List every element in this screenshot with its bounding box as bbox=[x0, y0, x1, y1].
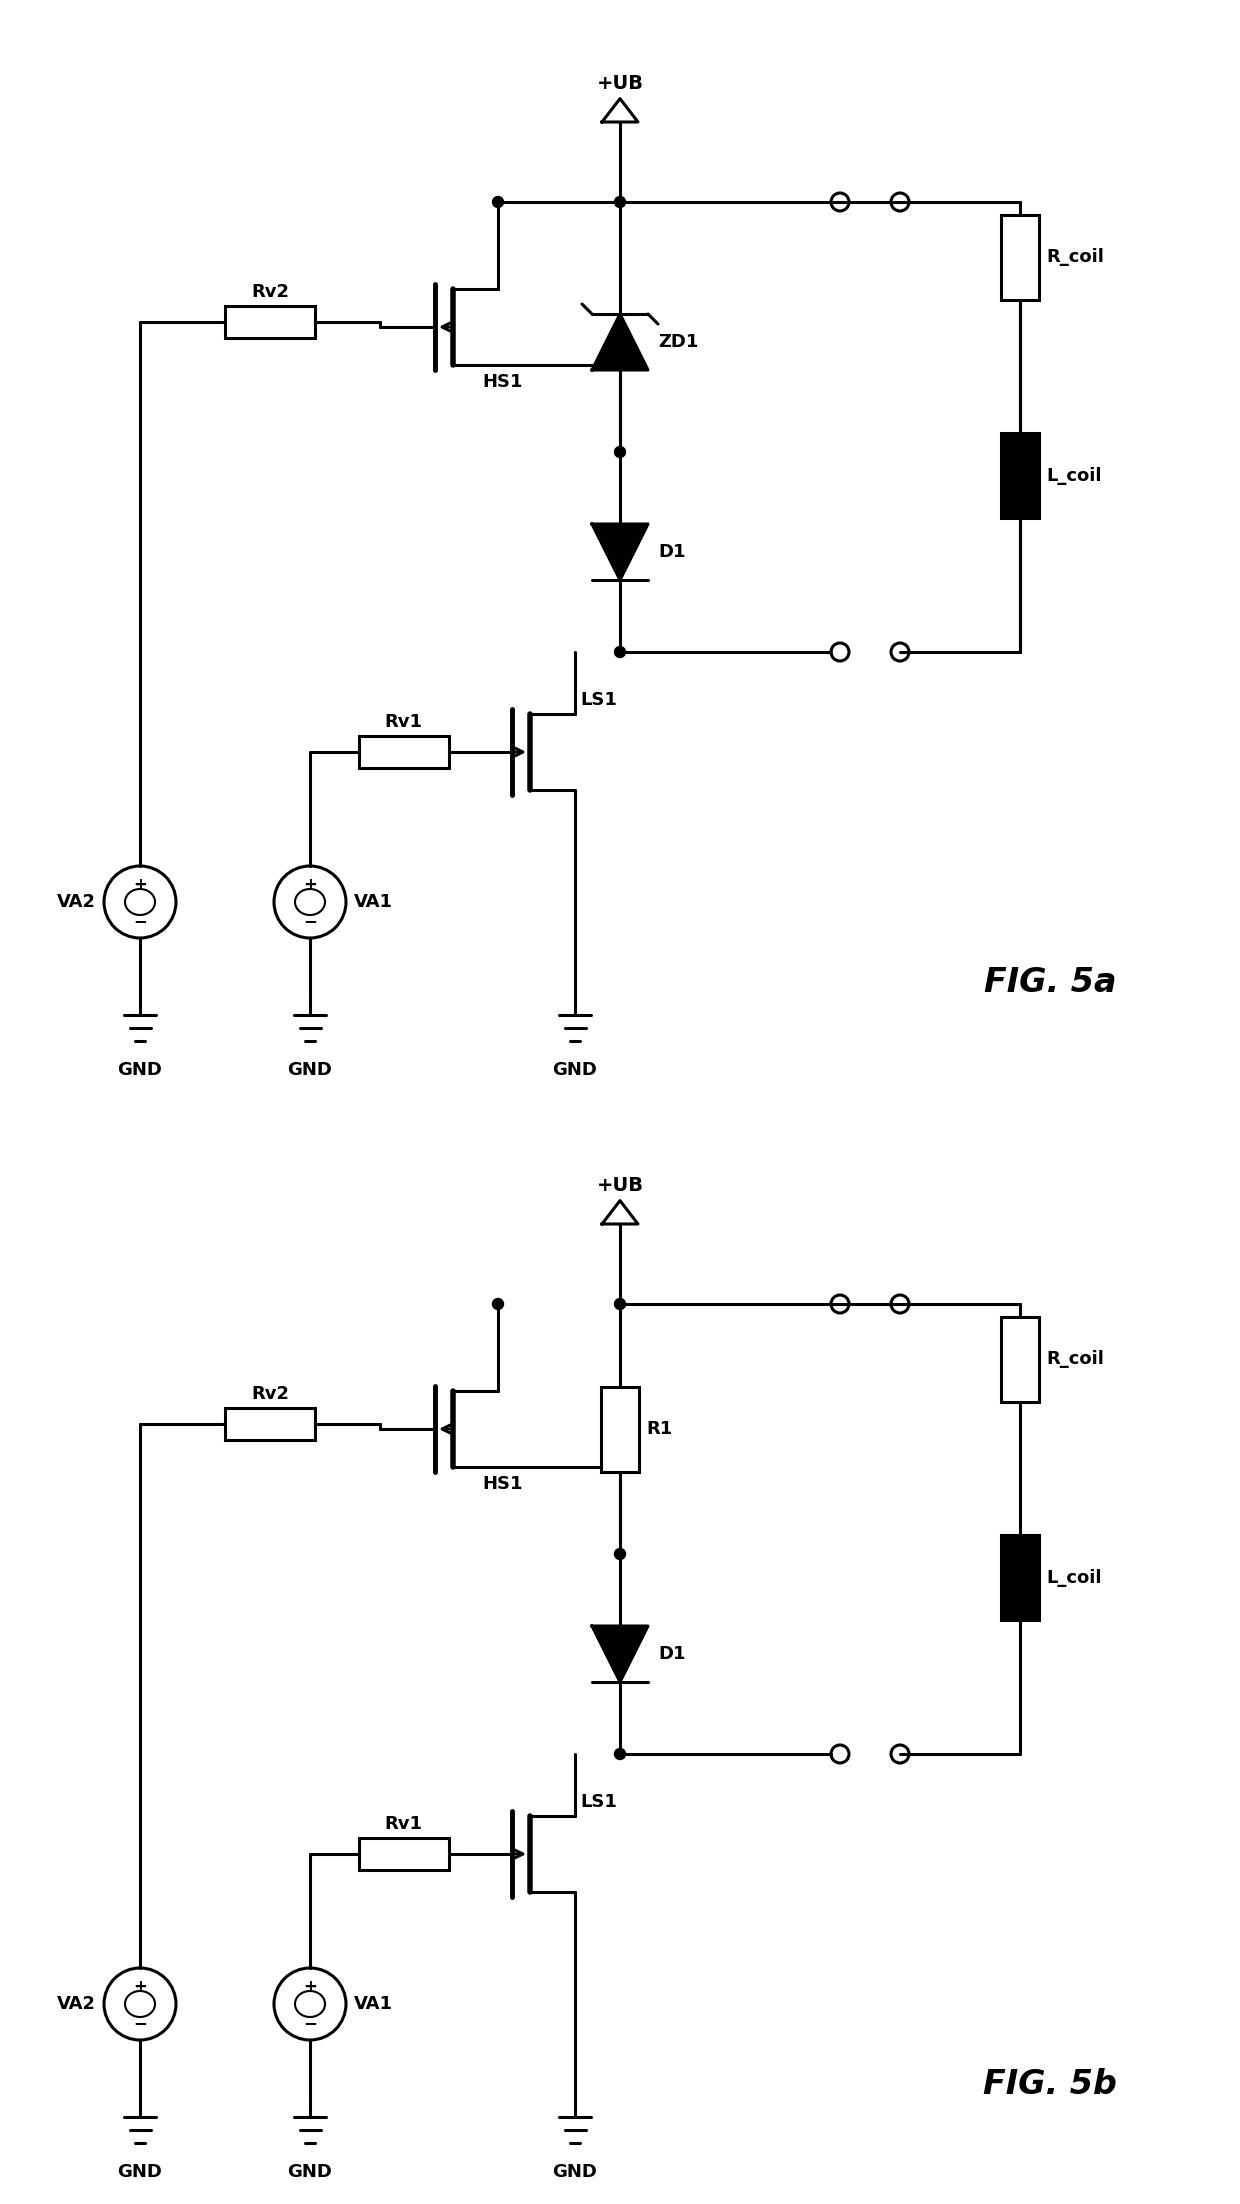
Text: VA1: VA1 bbox=[353, 1995, 393, 2012]
Bar bbox=[601, 1386, 639, 1472]
Text: −: − bbox=[303, 912, 317, 930]
Text: L_coil: L_coil bbox=[1047, 467, 1101, 485]
Circle shape bbox=[492, 1298, 503, 1309]
Text: +UB: +UB bbox=[596, 1175, 644, 1195]
Text: L_coil: L_coil bbox=[1047, 1569, 1101, 1587]
Text: R_coil: R_coil bbox=[1047, 249, 1104, 267]
Polygon shape bbox=[591, 1627, 649, 1682]
Text: ZD1: ZD1 bbox=[658, 333, 698, 350]
Text: Rv2: Rv2 bbox=[250, 1384, 289, 1404]
Text: LS1: LS1 bbox=[580, 1794, 616, 1812]
Text: GND: GND bbox=[118, 1060, 162, 1080]
Text: GND: GND bbox=[288, 1060, 332, 1080]
Circle shape bbox=[615, 196, 625, 207]
Text: D1: D1 bbox=[658, 1644, 686, 1664]
Text: R1: R1 bbox=[646, 1419, 672, 1437]
Text: VA2: VA2 bbox=[57, 893, 95, 910]
Text: Rv2: Rv2 bbox=[250, 282, 289, 302]
Text: +UB: +UB bbox=[596, 73, 644, 93]
Bar bbox=[358, 1838, 449, 1869]
Circle shape bbox=[492, 196, 503, 207]
Polygon shape bbox=[591, 313, 649, 370]
Text: +: + bbox=[303, 1977, 317, 1995]
Circle shape bbox=[615, 1549, 625, 1560]
Text: R_coil: R_coil bbox=[1047, 1351, 1104, 1369]
Bar bbox=[1001, 1536, 1039, 1620]
Text: HS1: HS1 bbox=[482, 1474, 523, 1492]
Text: VA2: VA2 bbox=[57, 1995, 95, 2012]
Text: −: − bbox=[133, 912, 146, 930]
Bar bbox=[224, 306, 315, 337]
Circle shape bbox=[615, 447, 625, 458]
Text: VA1: VA1 bbox=[353, 893, 393, 910]
Text: Rv1: Rv1 bbox=[384, 1816, 423, 1834]
Text: HS1: HS1 bbox=[482, 372, 523, 390]
Text: −: − bbox=[303, 2014, 317, 2032]
Circle shape bbox=[615, 646, 625, 657]
Text: FIG. 5b: FIG. 5b bbox=[983, 2067, 1117, 2100]
Text: FIG. 5a: FIG. 5a bbox=[983, 965, 1116, 998]
Text: +: + bbox=[133, 1977, 146, 1995]
Text: GND: GND bbox=[288, 2162, 332, 2182]
Text: Rv1: Rv1 bbox=[384, 714, 423, 732]
Text: +: + bbox=[133, 875, 146, 893]
Text: GND: GND bbox=[553, 2162, 598, 2182]
Text: LS1: LS1 bbox=[580, 692, 616, 710]
Bar bbox=[1001, 434, 1039, 518]
Circle shape bbox=[615, 1298, 625, 1309]
Circle shape bbox=[615, 1748, 625, 1759]
Bar bbox=[1001, 214, 1039, 300]
Bar bbox=[358, 736, 449, 767]
Bar bbox=[1001, 1316, 1039, 1402]
Polygon shape bbox=[591, 525, 649, 580]
Text: −: − bbox=[133, 2014, 146, 2032]
Text: GND: GND bbox=[553, 1060, 598, 1080]
Text: D1: D1 bbox=[658, 542, 686, 562]
Text: GND: GND bbox=[118, 2162, 162, 2182]
Text: +: + bbox=[303, 875, 317, 893]
Bar bbox=[224, 1408, 315, 1439]
